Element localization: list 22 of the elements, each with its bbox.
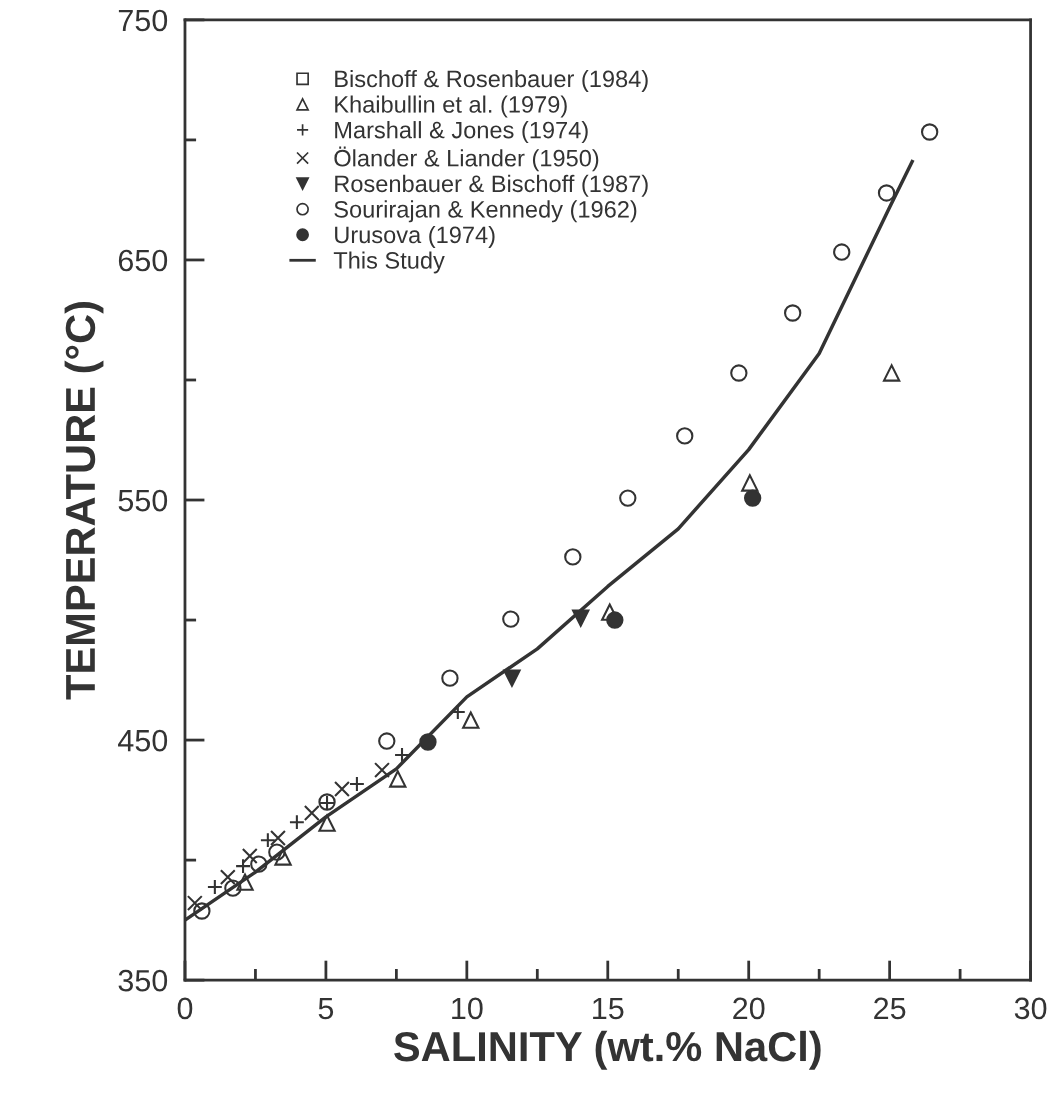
legend-label: Bischoff & Rosenbauer (1984) <box>335 69 648 92</box>
x-tick-label: 0 <box>177 997 193 1020</box>
legend-label: Ölander & Liander (1950) <box>334 146 599 172</box>
y-tick-label: 350 <box>118 969 168 992</box>
y-axis-title: TEMPERATURE (°C) <box>64 302 104 700</box>
legend-label: This Study <box>333 251 445 274</box>
x-tick-label: 5 <box>318 997 334 1020</box>
legend-label: Khaibullin et al. (1979) <box>335 95 567 118</box>
y-tick-label: 550 <box>118 489 168 512</box>
y-tick-label: 450 <box>118 729 168 752</box>
legend-label: Marshall & Jones (1974) <box>335 121 588 144</box>
x-tick-label: 10 <box>452 997 483 1020</box>
x-tick-label: 20 <box>733 997 765 1020</box>
legend-label: Rosenbauer & Bischoff (1987) <box>335 174 648 197</box>
y-tick-label: 750 <box>118 9 168 32</box>
legend-label: Sourirajan & Kennedy (1962) <box>334 200 637 223</box>
legend-label: Urusova (1974) <box>335 225 495 248</box>
x-tick-label: 15 <box>593 997 624 1020</box>
x-tick-label: 25 <box>874 997 906 1020</box>
x-axis-title: SALINITY (wt.% NaCl) <box>394 1030 821 1070</box>
y-tick-label: 650 <box>118 249 168 272</box>
x-tick-label: 30 <box>1014 997 1047 1020</box>
